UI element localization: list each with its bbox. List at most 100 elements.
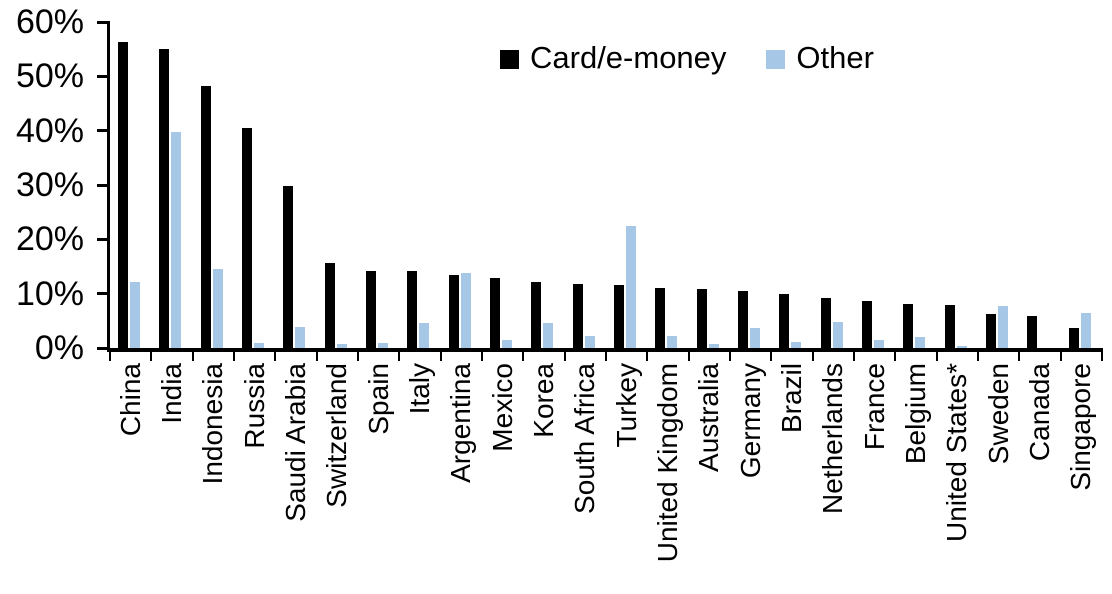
bar-other-indonesia — [212, 269, 223, 348]
x-axis-tick — [770, 348, 773, 361]
x-axis-tick — [439, 348, 442, 361]
y-axis-tick — [97, 74, 110, 78]
bar-other-argentina — [460, 273, 471, 348]
bar-card-canada — [1027, 315, 1038, 348]
x-axis-tick — [109, 348, 111, 361]
bar-other-turkey — [626, 225, 636, 348]
bar-other-korea — [543, 323, 554, 348]
bar-other-spain — [378, 342, 388, 348]
y-axis-tick-label: 30% — [15, 166, 84, 204]
x-axis-label-italy: Italy — [404, 363, 435, 415]
bar-other-mexico — [502, 340, 512, 348]
x-axis-label-singapore: Singapore — [1065, 363, 1097, 491]
bar-other-singapore — [1080, 312, 1091, 348]
y-axis-tick-label: 60% — [15, 3, 84, 41]
x-axis-tick — [1101, 348, 1103, 361]
bar-card-belgium — [903, 303, 914, 348]
bar-other-australia — [708, 343, 719, 348]
bar-other-india — [171, 131, 182, 348]
x-axis-tick — [729, 348, 731, 361]
x-axis-tick — [357, 348, 359, 361]
x-axis-tick — [563, 348, 566, 361]
y-axis-tick-label: 50% — [15, 57, 84, 96]
x-axis-label-sweden: Sweden — [982, 363, 1014, 465]
bar-card-russia — [242, 128, 252, 348]
legend-item-other: Other — [766, 40, 874, 76]
x-axis-tick — [894, 348, 897, 361]
y-axis-tick-label: 40% — [15, 111, 84, 150]
y-axis-line — [107, 22, 110, 348]
bar-card-korea — [531, 281, 542, 348]
x-axis-label-netherlands: Netherlands — [817, 363, 849, 514]
x-axis-tick — [522, 348, 525, 361]
x-axis-tick — [233, 348, 235, 361]
x-axis-label-korea: Korea — [528, 363, 559, 438]
card-e-money-swatch-icon — [500, 49, 519, 69]
x-axis-label-argentina: Argentina — [445, 363, 477, 483]
x-axis-label-mexico: Mexico — [486, 363, 518, 452]
x-axis-tick — [1059, 348, 1062, 361]
bar-card-brazil — [779, 293, 790, 348]
bar-card-australia — [696, 289, 707, 348]
x-axis-tick — [1018, 348, 1021, 361]
bar-card-indonesia — [200, 86, 211, 348]
x-axis-tick — [935, 348, 938, 361]
y-axis-tick-label: 10% — [15, 274, 84, 313]
x-axis-label-india: India — [156, 363, 187, 424]
x-axis-label-germany: Germany — [734, 363, 766, 479]
bar-card-india — [159, 49, 170, 348]
bar-card-china — [118, 42, 128, 348]
bar-card-france — [862, 301, 872, 348]
x-axis-label-canada: Canada — [1024, 363, 1055, 462]
bar-card-mexico — [490, 277, 500, 348]
x-axis-tick — [274, 348, 277, 361]
x-axis-tick — [191, 348, 194, 361]
bar-card-turkey — [614, 284, 624, 348]
bar-other-brazil — [791, 342, 802, 348]
bar-card-united-kingdom — [655, 288, 666, 348]
x-axis-line — [107, 348, 1102, 352]
bar-card-saudi-arabia — [283, 186, 294, 348]
x-axis-tick — [977, 348, 979, 361]
x-axis-label-saudi-arabia: Saudi Arabia — [280, 363, 311, 522]
bar-other-united-kingdom — [667, 336, 678, 348]
bar-other-south-africa — [584, 335, 595, 348]
bar-card-sweden — [986, 313, 996, 348]
bar-other-russia — [254, 342, 264, 348]
x-axis-label-switzerland: Switzerland — [321, 363, 353, 508]
x-axis-label-brazil: Brazil — [776, 363, 807, 434]
bar-other-france — [874, 339, 884, 348]
bar-card-switzerland — [324, 263, 335, 348]
y-axis-tick — [97, 237, 110, 241]
x-axis-tick — [853, 348, 855, 361]
x-axis-tick — [398, 348, 401, 361]
bar-other-china — [130, 281, 140, 348]
bar-card-united-states — [944, 305, 955, 348]
x-axis-label-south-africa: South Africa — [569, 363, 601, 514]
bar-other-netherlands — [832, 322, 843, 348]
y-axis-tick — [97, 183, 110, 187]
bar-card-netherlands — [820, 298, 831, 348]
x-axis-label-indonesia: Indonesia — [197, 363, 229, 485]
x-axis-label-china: China — [114, 363, 146, 437]
bar-card-germany — [738, 290, 748, 348]
bar-other-italy — [419, 323, 430, 348]
x-axis-label-united-states: United States* — [941, 363, 973, 542]
bar-other-switzerland — [336, 343, 347, 348]
x-axis-label-spain: Spain — [362, 363, 394, 435]
x-axis-tick — [315, 348, 318, 361]
x-axis-label-russia: Russia — [238, 363, 270, 449]
bar-card-italy — [407, 271, 418, 348]
bar-other-belgium — [915, 337, 926, 348]
bar-card-spain — [366, 270, 376, 348]
bar-card-south-africa — [572, 283, 583, 348]
y-axis-tick — [97, 292, 110, 296]
bar-card-argentina — [448, 275, 459, 348]
bar-card-singapore — [1068, 327, 1079, 348]
x-axis-tick — [150, 348, 153, 361]
bar-other-saudi-arabia — [295, 326, 306, 348]
legend: Card/e-money Other — [500, 40, 874, 76]
x-axis-label-australia: Australia — [693, 363, 725, 472]
x-axis-label-france: France — [858, 363, 890, 451]
